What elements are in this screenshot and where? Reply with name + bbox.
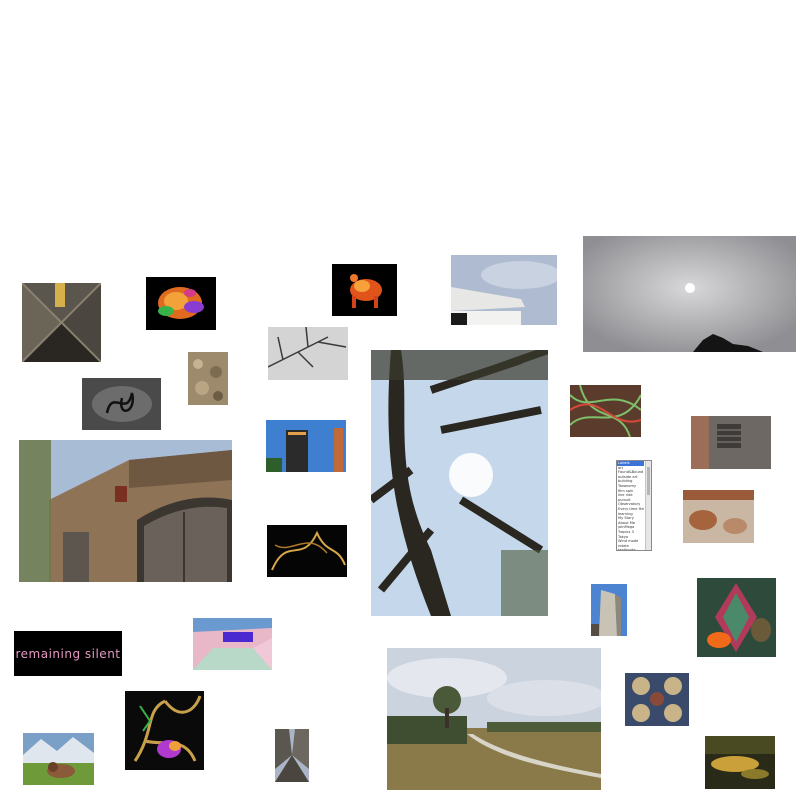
kaleidoscope-art-image bbox=[697, 578, 776, 657]
category-option[interactable]: Tokyo bbox=[618, 534, 629, 539]
tangled-wires-image bbox=[570, 385, 641, 437]
photo-thumbnail-hazy-sun[interactable] bbox=[583, 236, 796, 352]
flatiron-building-image bbox=[591, 584, 627, 636]
remaining-silent-label: remaining silent bbox=[15, 646, 121, 661]
photo-thumbnail-brick-warehouse[interactable] bbox=[19, 440, 232, 582]
cow-mountains-image bbox=[23, 733, 94, 785]
category-option[interactable]: Tropics 3 bbox=[618, 529, 634, 534]
category-option[interactable]: rotate bbox=[618, 543, 629, 548]
golden-tendrils-image bbox=[267, 525, 347, 577]
category-option[interactable]: pursuit bbox=[618, 497, 631, 502]
photo-thumbnail-rusty-wall[interactable] bbox=[683, 490, 754, 543]
category-option[interactable]: Found&Bound bbox=[618, 470, 644, 475]
photo-thumbnail-roofline-sky[interactable] bbox=[451, 255, 557, 325]
category-option[interactable]: Taxonomy bbox=[618, 483, 637, 488]
highrise-towers-image bbox=[266, 420, 346, 472]
category-option[interactable]: building bbox=[618, 479, 633, 484]
photo-thumbnail-tile-pattern[interactable] bbox=[625, 673, 689, 726]
photo-thumbnail-highrise-towers[interactable] bbox=[266, 420, 346, 472]
scrollbar-thumb[interactable] bbox=[647, 467, 650, 495]
fractal-branches-image bbox=[125, 691, 204, 770]
photo-thumbnail-flatiron-building[interactable] bbox=[591, 584, 627, 636]
fractal-burst-image bbox=[146, 277, 216, 330]
golden-pond-image bbox=[705, 736, 775, 789]
sky-field-image bbox=[387, 648, 601, 790]
photo-thumbnail-cow-mountains[interactable] bbox=[23, 733, 94, 785]
coiled-rope-image bbox=[82, 378, 161, 430]
category-option[interactable]: Wind mode bbox=[618, 539, 639, 544]
category-option[interactable]: learning bbox=[618, 511, 633, 516]
remaining-silent-text-tile[interactable]: remaining silent bbox=[14, 631, 122, 676]
category-options: Labels art Found&Bound outside art building T… bbox=[617, 461, 651, 551]
fire-creature-image bbox=[332, 264, 397, 316]
photo-thumbnail-bare-branches[interactable] bbox=[268, 327, 348, 380]
tile-pattern-image bbox=[625, 673, 689, 726]
category-option[interactable]: line ride bbox=[618, 493, 633, 498]
category-option[interactable]: textbooks bbox=[618, 548, 636, 551]
photo-thumbnail-tangled-wires[interactable] bbox=[570, 385, 641, 437]
photo-thumbnail-rocky-ground[interactable] bbox=[188, 352, 228, 405]
photo-thumbnail-looking-up-buildings[interactable] bbox=[275, 729, 309, 782]
category-option[interactable]: About Me bbox=[618, 520, 636, 525]
category-listbox[interactable]: Labels art Found&Bound outside art building T… bbox=[616, 460, 652, 551]
photo-thumbnail-golden-tendrils[interactable] bbox=[267, 525, 347, 577]
rusty-wall-image bbox=[683, 490, 754, 543]
category-option[interactable]: joinMega bbox=[618, 525, 635, 530]
brick-warehouse-image bbox=[19, 440, 232, 582]
photo-thumbnail-sky-field[interactable] bbox=[387, 648, 601, 790]
category-option[interactable]: film spin bbox=[618, 488, 634, 493]
category-option[interactable]: My Story bbox=[618, 516, 634, 521]
photo-thumbnail-fire-creature[interactable] bbox=[332, 264, 397, 316]
photo-thumbnail-oak-canopy-sun[interactable] bbox=[371, 350, 548, 616]
photo-thumbnail-pink-neon-room[interactable] bbox=[193, 618, 272, 670]
photo-thumbnail-kaleidoscope-art[interactable] bbox=[697, 578, 776, 657]
photo-thumbnail-barn-window[interactable] bbox=[691, 416, 771, 469]
category-option[interactable]: outside art bbox=[618, 474, 638, 479]
oak-canopy-sun-image bbox=[371, 350, 548, 616]
photo-thumbnail-vaulted-ceiling[interactable] bbox=[22, 283, 101, 362]
looking-up-buildings-image bbox=[275, 729, 309, 782]
hazy-sun-image bbox=[583, 236, 796, 352]
photo-thumbnail-golden-pond[interactable] bbox=[705, 736, 775, 789]
category-option[interactable]: Observatory bbox=[618, 502, 641, 507]
vaulted-ceiling-image bbox=[22, 283, 101, 362]
photo-thumbnail-fractal-burst[interactable] bbox=[146, 277, 216, 330]
barn-window-image bbox=[691, 416, 771, 469]
photo-thumbnail-coiled-rope[interactable] bbox=[82, 378, 161, 430]
category-option[interactable]: Labels bbox=[617, 461, 644, 466]
roofline-sky-image bbox=[451, 255, 557, 325]
bare-branches-image bbox=[268, 327, 348, 380]
category-option[interactable]: art bbox=[618, 465, 624, 470]
rocky-ground-image bbox=[188, 352, 228, 405]
pink-neon-room-image bbox=[193, 618, 272, 670]
photo-thumbnail-fractal-branches[interactable] bbox=[125, 691, 204, 770]
category-option[interactable]: Every time Hello bbox=[618, 506, 644, 511]
listbox-scrollbar[interactable] bbox=[645, 461, 651, 550]
